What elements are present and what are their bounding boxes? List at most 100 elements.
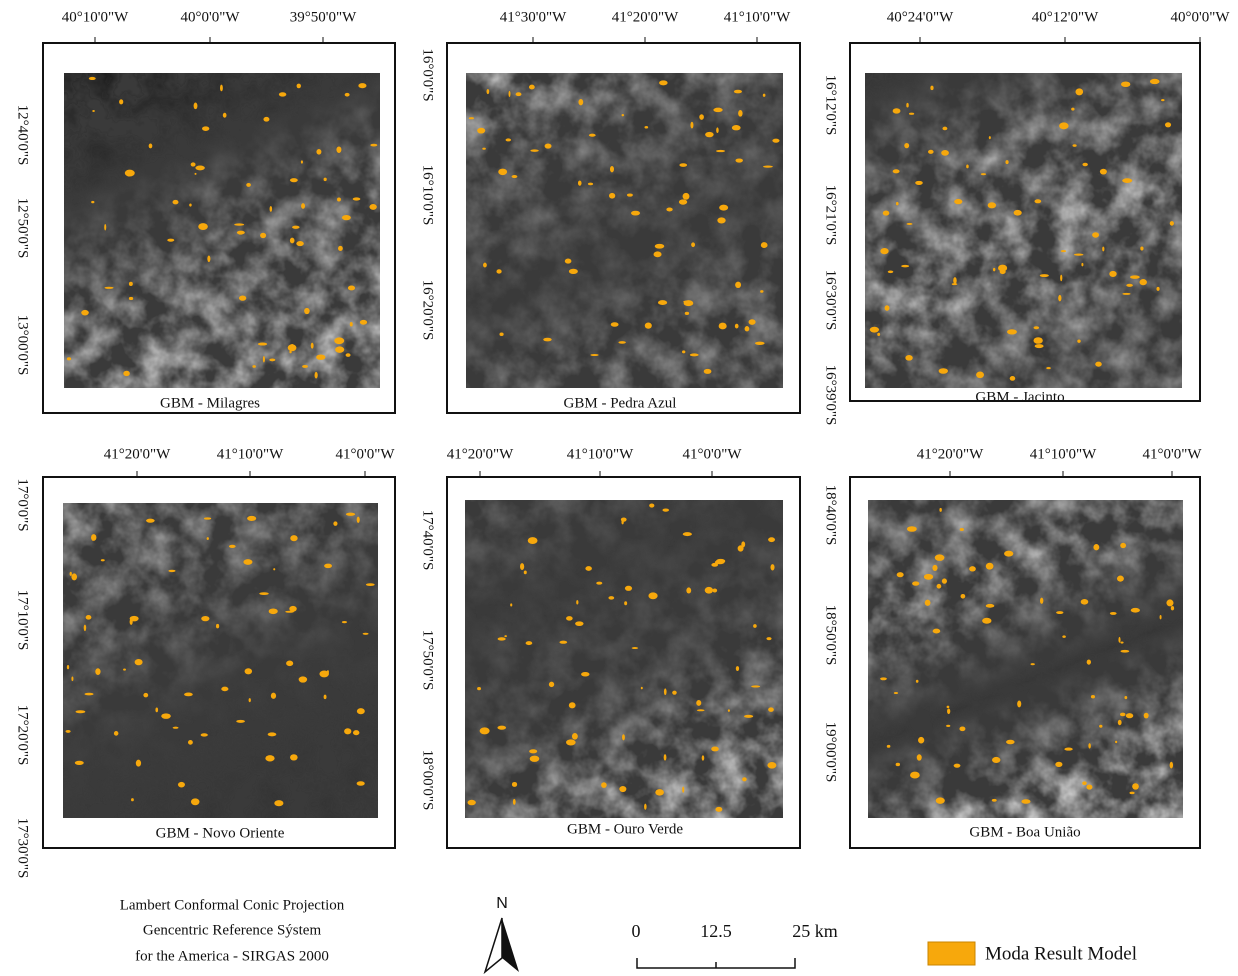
model-patch: [897, 572, 904, 577]
model-patch: [719, 323, 727, 330]
model-patch: [578, 181, 582, 186]
projection-text: for the America - SIRGAS 2000: [135, 948, 329, 964]
model-patch: [1017, 700, 1021, 707]
model-patch: [870, 327, 879, 333]
model-patch: [1071, 108, 1074, 111]
model-patch: [711, 747, 719, 752]
model-patch: [263, 117, 269, 122]
model-patch: [1056, 611, 1063, 614]
model-patch: [753, 624, 757, 628]
model-patch: [641, 687, 643, 690]
model-patch: [269, 359, 275, 362]
model-patch: [296, 241, 303, 246]
longitude-label: 41°20'0"W: [917, 446, 984, 462]
model-patch: [1122, 293, 1130, 295]
model-patch: [290, 754, 298, 760]
model-patch: [342, 215, 351, 220]
model-patch: [188, 740, 193, 745]
model-patch: [942, 127, 947, 131]
model-patch: [91, 534, 96, 541]
panel-caption: GBM - Boa União: [969, 824, 1080, 840]
model-patch: [1117, 576, 1124, 582]
model-patch: [344, 728, 351, 734]
model-patch: [998, 265, 1007, 272]
panel-caption: GBM - Novo Oriente: [156, 825, 285, 841]
model-patch: [236, 720, 245, 723]
model-patch: [324, 564, 332, 569]
panel-caption: GBM - Jacinto: [975, 389, 1064, 405]
model-patch: [659, 80, 667, 85]
model-patch: [986, 604, 995, 608]
model-patch: [654, 251, 662, 257]
model-patch: [716, 150, 725, 152]
model-patch: [912, 581, 919, 585]
longitude-label: 39°50'0"W: [290, 9, 357, 25]
model-patch: [269, 608, 278, 614]
model-patch: [663, 508, 669, 511]
model-patch: [529, 85, 535, 90]
model-patch: [576, 600, 578, 604]
model-patch: [1092, 232, 1099, 237]
model-patch: [123, 669, 126, 671]
model-patch: [258, 343, 267, 346]
model-patch: [608, 596, 614, 599]
model-patch: [953, 277, 956, 284]
model-patch: [123, 371, 130, 376]
model-patch: [679, 199, 687, 204]
model-patch: [736, 666, 739, 671]
model-patch: [512, 782, 517, 787]
model-patch: [622, 734, 625, 740]
model-patch: [946, 725, 950, 727]
latitude-label: 12°50'0"S: [15, 198, 31, 259]
model-patch: [497, 726, 506, 730]
elevation-raster: [865, 73, 1182, 388]
legend-label: Moda Result Model: [985, 943, 1137, 964]
latitude-label: 16°20'0"S: [420, 280, 436, 341]
latitude-label: 17°50'0"S: [420, 630, 436, 691]
model-patch: [1005, 160, 1008, 164]
map-panel: 41°30'0"W41°20'0"W41°10'0"W16°0'0"S16°10…: [420, 9, 800, 413]
model-patch: [468, 800, 476, 806]
longitude-label: 41°20'0"W: [104, 446, 171, 462]
model-patch: [336, 146, 341, 152]
model-patch: [896, 202, 899, 206]
model-patch: [609, 193, 615, 199]
model-patch: [735, 158, 742, 162]
model-patch: [369, 204, 376, 210]
model-patch: [655, 244, 665, 249]
model-patch: [732, 125, 741, 130]
model-patch: [290, 178, 298, 182]
model-patch: [621, 520, 623, 524]
model-patch: [1118, 637, 1120, 643]
model-patch: [1100, 169, 1107, 175]
model-patch: [207, 537, 209, 540]
model-patch: [178, 782, 185, 788]
model-patch: [299, 676, 307, 682]
model-patch: [1139, 279, 1146, 285]
model-patch: [916, 680, 919, 683]
model-patch: [360, 320, 367, 325]
model-patch: [84, 625, 86, 631]
model-patch: [167, 239, 174, 242]
model-patch: [666, 208, 672, 212]
model-patch: [524, 571, 527, 575]
model-patch: [910, 772, 920, 779]
model-patch: [260, 233, 266, 238]
model-patch: [915, 181, 923, 185]
model-patch: [691, 242, 695, 247]
model-patch: [67, 665, 69, 669]
model-patch: [1021, 799, 1030, 803]
model-patch: [1110, 612, 1117, 615]
model-patch: [81, 310, 89, 316]
model-patch: [1061, 250, 1067, 252]
model-patch: [245, 668, 252, 674]
model-patch: [1077, 339, 1080, 342]
model-patch: [658, 300, 667, 305]
elevation-raster: [868, 500, 1183, 818]
model-patch: [1166, 599, 1173, 606]
model-patch: [246, 183, 251, 187]
model-patch: [655, 789, 664, 795]
model-patch: [302, 365, 308, 368]
model-patch: [297, 84, 301, 89]
model-patch: [239, 296, 246, 301]
